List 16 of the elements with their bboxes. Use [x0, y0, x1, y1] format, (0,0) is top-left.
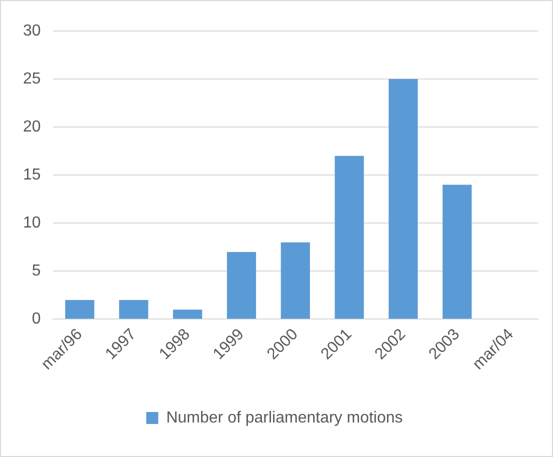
- y-tick-label: 25: [23, 70, 41, 88]
- y-tick-label: 10: [23, 214, 41, 232]
- bar: [173, 310, 202, 319]
- bar: [442, 184, 472, 319]
- y-tick-label: 20: [23, 118, 41, 136]
- bar: [280, 242, 310, 319]
- y-tick-label: 30: [23, 22, 41, 40]
- legend-label: Number of parliamentary motions: [166, 409, 403, 426]
- y-tick-label: 15: [23, 166, 41, 184]
- bar: [226, 252, 256, 319]
- bar: [65, 300, 94, 319]
- bar: [388, 79, 418, 319]
- y-tick-label: 5: [32, 262, 41, 280]
- bar: [119, 300, 148, 319]
- y-tick-label: 0: [32, 310, 41, 328]
- bar: [334, 156, 364, 319]
